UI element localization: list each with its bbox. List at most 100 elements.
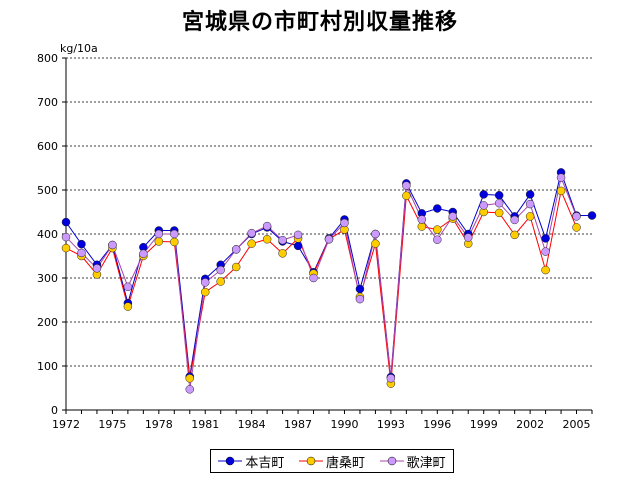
data-point-s0-2003 [541, 234, 550, 243]
y-tick-label-100: 100 [37, 360, 58, 373]
data-point-s2-2000 [494, 198, 504, 208]
series-markers-1 [61, 186, 581, 388]
legend-item-karakuwa: 唐桑町 [298, 452, 365, 471]
data-point-s2-1978 [154, 229, 164, 239]
data-point-s2-2004 [556, 173, 566, 182]
data-point-s2-1976 [123, 282, 133, 292]
y-axis-label: kg/10a [60, 42, 98, 55]
x-tick-label-1972: 1972 [52, 418, 80, 431]
series-2-segment [189, 282, 206, 390]
data-point-s0-2006 [587, 211, 597, 220]
legend-label-utatsu: 歌津町 [406, 455, 446, 471]
series-1-segment [235, 243, 253, 268]
data-point-s2-2003 [541, 247, 550, 256]
data-point-s2-1994 [402, 181, 411, 190]
data-point-s1-2002 [525, 212, 535, 221]
data-point-s2-1982 [216, 265, 225, 275]
legend: 本吉町 唐桑町 歌津町 [210, 449, 454, 473]
data-point-s2-1993 [386, 374, 396, 383]
series-markers [61, 168, 597, 394]
series-0-segment [81, 243, 98, 266]
data-point-s2-2005 [572, 212, 581, 221]
series-group-1 [65, 190, 577, 384]
data-point-s1-1984 [247, 239, 256, 248]
data-point-s1-1986 [278, 249, 287, 258]
series-2-segment [529, 203, 547, 252]
y-tick-label-500: 500 [37, 184, 58, 197]
data-point-s0-1972 [61, 217, 71, 227]
data-point-s2-1999 [479, 201, 488, 210]
data-point-s1-1982 [216, 277, 225, 286]
legend-label-karakuwa: 唐桑町 [325, 455, 365, 471]
series-0-segment [65, 221, 82, 245]
data-point-s2-1987 [293, 230, 303, 240]
data-point-s2-1991 [355, 294, 365, 304]
data-point-s2-2002 [525, 199, 535, 209]
data-point-s2-1995 [417, 215, 427, 224]
series-2-segment [173, 233, 191, 390]
series-lines [65, 172, 592, 390]
y-tick-label-600: 600 [37, 140, 58, 153]
data-point-s2-1992 [371, 229, 380, 239]
series-1-segment [111, 247, 129, 307]
x-tick-label-1999: 1999 [470, 418, 498, 431]
x-tick-label-1981: 1981 [191, 418, 219, 431]
grid-lines [66, 57, 592, 367]
series-1-segment [374, 243, 392, 384]
data-point-s1-2001 [510, 230, 519, 240]
data-point-s2-1980 [185, 385, 195, 394]
x-tick-label-1990: 1990 [330, 418, 358, 431]
series-0-segment [498, 194, 516, 217]
x-tick-label-1984: 1984 [238, 418, 266, 431]
legend-swatch-motoyoshi [218, 456, 243, 466]
x-tick-label-1993: 1993 [377, 418, 405, 431]
data-point-s0-2002 [525, 190, 535, 199]
series-markers-2 [61, 173, 581, 394]
series-1-segment [498, 212, 516, 236]
x-tick-label-2002: 2002 [516, 418, 544, 431]
data-point-s1-1978 [154, 237, 164, 246]
legend-swatch-utatsu [379, 456, 404, 466]
data-point-s2-1996 [433, 235, 442, 244]
series-1-segment [127, 255, 144, 307]
series-1-segment [529, 216, 547, 271]
data-point-s1-1979 [170, 237, 179, 247]
series-1-segment [545, 190, 562, 271]
data-point-s2-1975 [108, 240, 117, 250]
data-point-s2-1998 [463, 233, 473, 242]
y-tick-label-700: 700 [37, 96, 58, 109]
data-point-s1-1976 [123, 302, 133, 311]
legend-swatch-karakuwa [298, 456, 323, 466]
data-point-s2-2001 [510, 215, 519, 225]
data-point-s1-1985 [262, 235, 272, 244]
data-point-s0-1999 [479, 190, 488, 199]
series-0-segment [514, 194, 531, 217]
data-point-s0-1991 [355, 284, 365, 294]
x-tick-label-2005: 2005 [563, 418, 591, 431]
data-point-s2-1981 [200, 278, 210, 287]
x-tick-label-1975: 1975 [98, 418, 126, 431]
legend-label-motoyoshi: 本吉町 [245, 455, 285, 471]
data-point-s2-1986 [278, 235, 287, 245]
data-point-s2-1990 [340, 218, 349, 228]
x-tick-labels: 1972 1975 1978 1981 1984 1987 1990 1993 1996 1999… [52, 418, 591, 431]
data-point-s2-1984 [247, 228, 256, 238]
data-point-s1-1996 [433, 225, 442, 234]
data-point-s2-1989 [324, 235, 334, 244]
data-point-s2-1973 [77, 248, 86, 258]
data-point-s1-2000 [494, 208, 504, 218]
data-point-s0-2000 [494, 191, 504, 200]
series-0-segment [111, 244, 129, 304]
data-point-s1-1981 [200, 287, 210, 297]
series-2-segment [374, 233, 392, 379]
data-point-s1-1994 [402, 191, 411, 200]
series-0-segment [545, 172, 562, 239]
y-tick-label-200: 200 [37, 316, 58, 329]
legend-item-utatsu: 歌津町 [379, 452, 446, 471]
data-point-s2-1977 [139, 249, 148, 259]
data-point-s1-1972 [61, 243, 71, 253]
x-tick-label-1987: 1987 [284, 418, 312, 431]
data-point-s0-1987 [293, 241, 303, 251]
y-tick-label-400: 400 [37, 228, 58, 241]
